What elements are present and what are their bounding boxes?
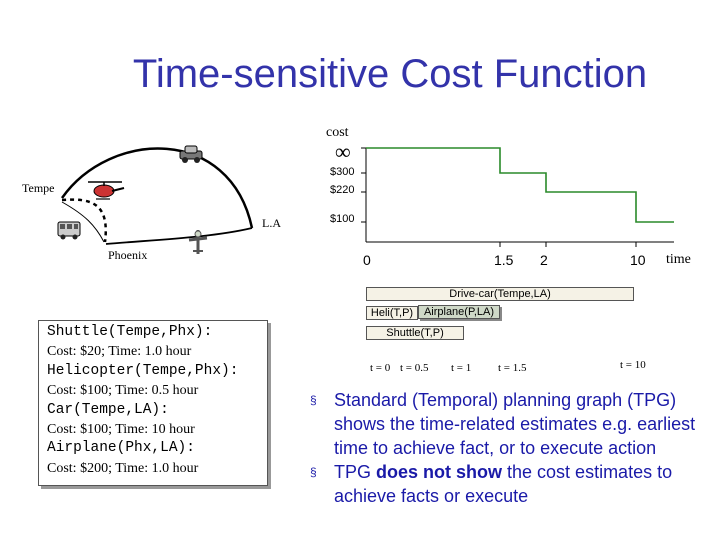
bullet-text: Standard (Temporal) planning graph (TPG)… [334,390,696,458]
cost-step-line [366,147,674,223]
action-name: Helicopter(Tempe,Phx): [47,362,239,379]
y-axis-label: cost [326,125,349,140]
route-map [57,145,254,254]
phoenix-label: Phoenix [108,248,148,262]
bullet-item: § TPG does not show the cost estimates t… [310,460,710,508]
shuttle-bar: Shuttle(T,P) [366,326,464,340]
bullet-list: § Standard (Temporal) planning graph (TP… [310,388,710,508]
airplane-icon [188,230,208,254]
timeline-tick: t = 0 [370,362,391,374]
x-tick-label: 0 [363,252,371,268]
bullet-square-icon: § [310,393,317,407]
action-detail: Cost: $20; Time: 1.0 hour [47,344,192,360]
action-name: Shuttle(Tempe,Phx): [47,324,213,340]
helicopter-icon [88,181,125,200]
x-tick-label: 10 [630,252,646,268]
airplane-route [105,227,253,245]
y-tick-label: $300 [330,166,355,178]
x-axis-label: time [666,252,691,267]
heli-bar: Heli(T,P) [366,306,418,320]
car-route-arc [60,147,254,229]
x-tick-label: 1.5 [494,252,514,268]
drive-car-bar: Drive-car(Tempe,LA) [366,287,634,301]
y-infinity-label: ∞ [335,139,351,164]
action-cost-box: Shuttle(Tempe,Phx): Cost: $20; Time: 1.0… [38,320,268,486]
x-tick-label: 2 [540,252,548,268]
bullet-item: § Standard (Temporal) planning graph (TP… [310,388,710,460]
timeline-tick: t = 1 [451,362,472,374]
heli-route [61,201,105,243]
shuttle-icon [57,221,81,240]
bullet-square-icon: § [310,465,317,479]
action-name: Airplane(Phx,LA): [47,440,195,457]
timeline-tick: t = 0.5 [400,362,429,374]
action-detail: Cost: $100; Time: 0.5 hour [47,383,199,399]
slide-title: Time-sensitive Cost Function [132,52,648,96]
action-detail: Cost: $100; Time: 10 hour [47,422,195,438]
timeline-tick: t = 10 [620,359,646,371]
cost-chart [361,147,674,247]
action-name: Car(Tempe,LA): [47,401,169,418]
timeline-tick: t = 1.5 [498,362,527,374]
shuttle-route [61,198,108,243]
la-label: L.A [262,216,281,230]
car-icon [179,145,203,163]
tempe-label: Tempe [22,181,55,195]
action-detail: Cost: $200; Time: 1.0 hour [47,460,199,476]
y-tick-label: $100 [330,213,355,225]
airplane-bar: Airplane(P,LA) [418,305,500,319]
y-tick-label: $220 [330,184,355,196]
bullet-text: TPG does not show the cost estimates to … [334,462,673,506]
drive-car-label: Drive-car(Tempe,LA) [449,288,551,300]
